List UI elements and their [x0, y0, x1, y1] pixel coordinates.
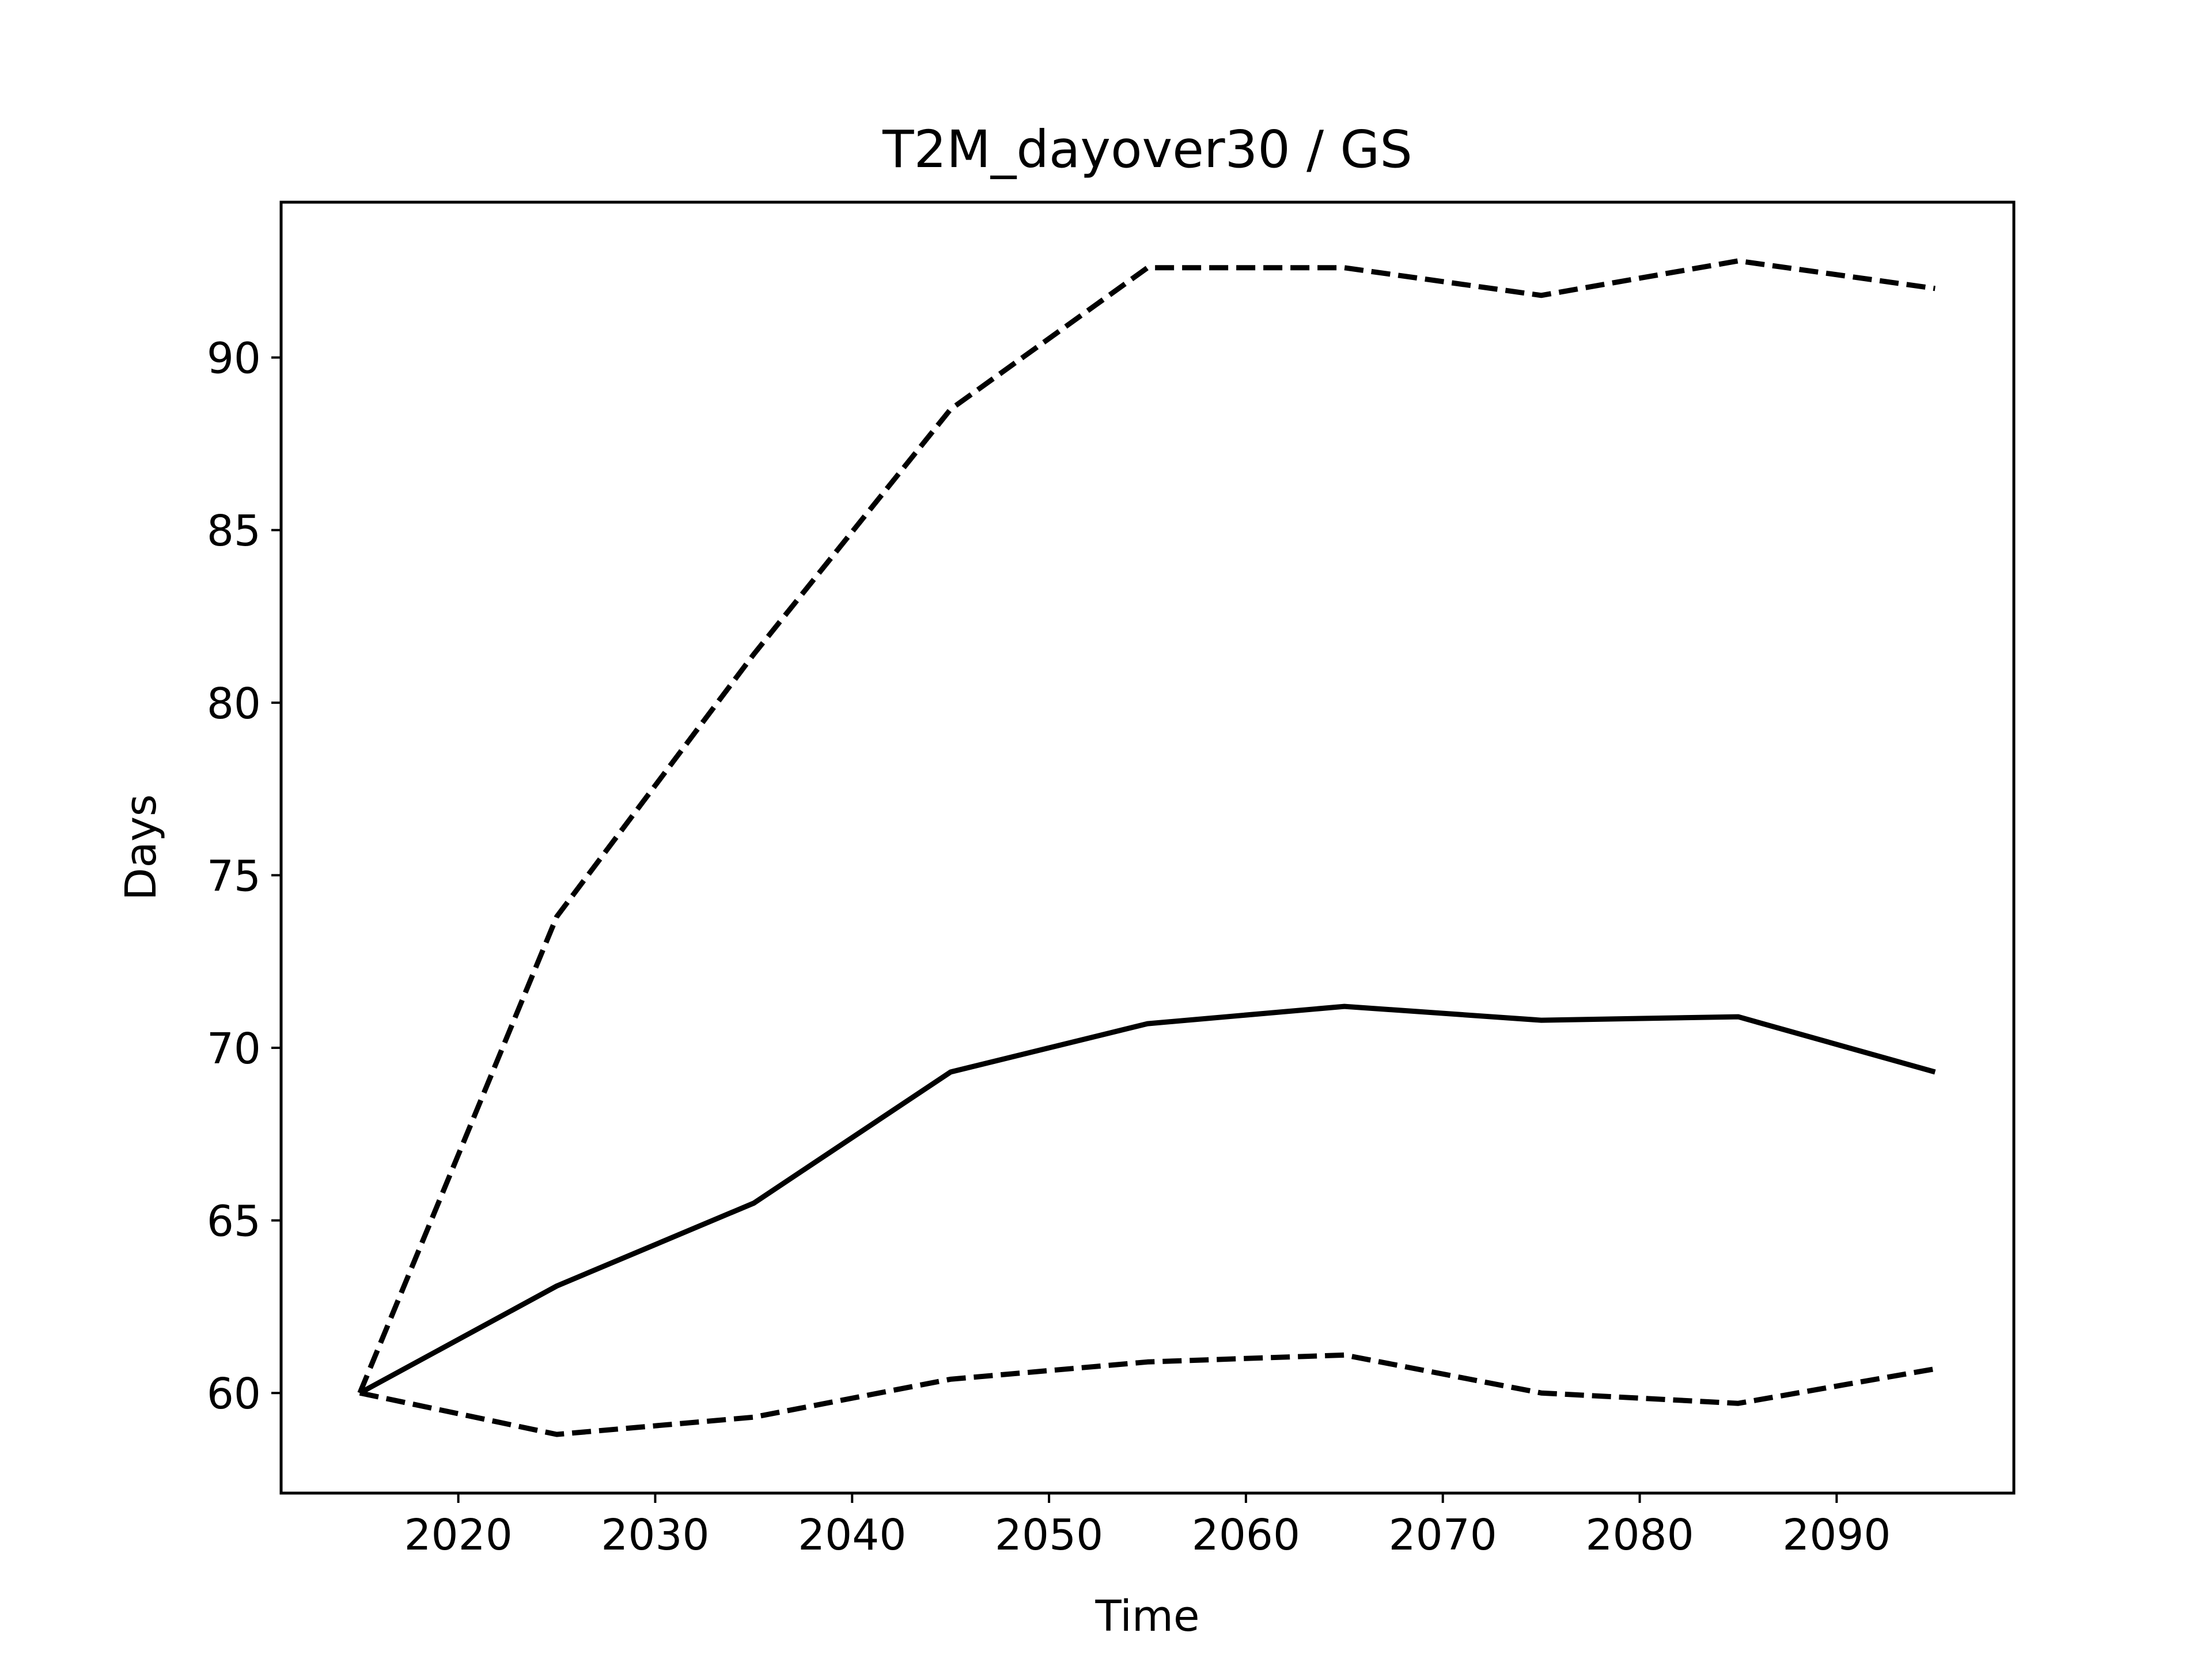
- x-axis-label: Time: [1094, 1592, 1199, 1641]
- x-tick-label: 2020: [404, 1510, 512, 1560]
- y-tick-label: 90: [207, 334, 261, 384]
- x-tick-label: 2050: [995, 1510, 1103, 1560]
- y-tick-label: 70: [207, 1024, 261, 1074]
- plot-area-frame: [279, 200, 2016, 1495]
- y-tick-label: 85: [207, 506, 261, 556]
- x-tick-label: 2030: [601, 1510, 709, 1560]
- x-tick-label: 2040: [798, 1510, 906, 1560]
- y-axis-label: Days: [116, 794, 166, 901]
- x-tick-label: 2080: [1585, 1510, 1694, 1560]
- x-axis-ticks: 2020 2030 2040 2050 2060 2070 2080 2090: [404, 1493, 1891, 1560]
- x-tick-label: 2090: [1782, 1510, 1891, 1560]
- y-tick-label: 80: [207, 679, 261, 729]
- y-axis-ticks: 60 65 70 75 80 85 90: [207, 334, 281, 1419]
- series-line-2: [357, 258, 1936, 1394]
- y-tick-label: 75: [207, 851, 261, 901]
- chart-title: T2M_dayover30 / GS: [882, 119, 1412, 179]
- y-tick-label: 60: [207, 1369, 261, 1419]
- x-tick-label: 2070: [1389, 1510, 1497, 1560]
- y-tick-label: 65: [207, 1197, 261, 1247]
- series-line-3: [359, 1352, 1936, 1437]
- x-tick-label: 2060: [1192, 1510, 1300, 1560]
- series-line-1: [358, 1003, 1936, 1396]
- series-layer: [357, 258, 1936, 1437]
